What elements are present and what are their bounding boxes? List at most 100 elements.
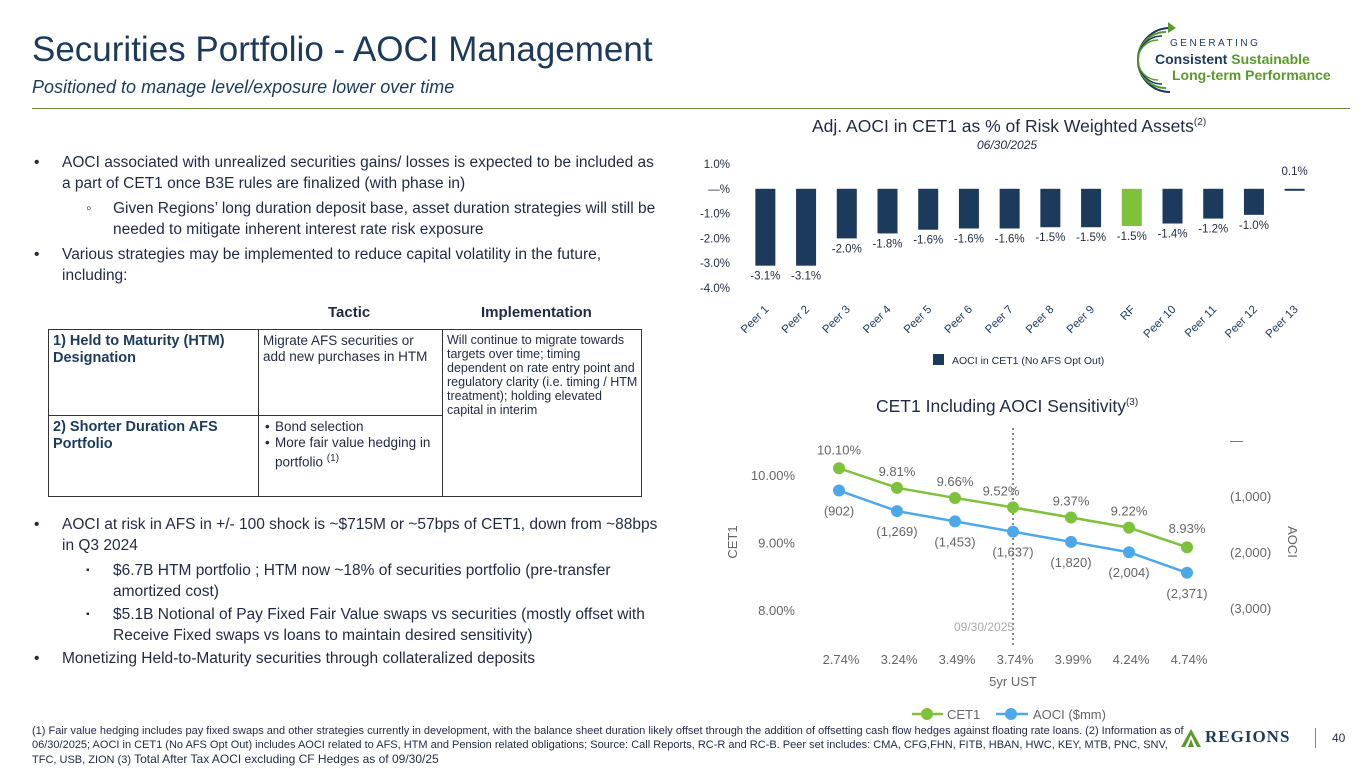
footer-divider [1315, 728, 1316, 748]
logo-long-term: Long-term Performance [1172, 67, 1331, 83]
chart1-bar [999, 188, 1020, 229]
chart1-x-tick: Peer 5 [902, 304, 934, 336]
chart2-title-text: CET1 Including AOCI Sensitivity [876, 396, 1126, 416]
chart1-data-label: -1.2% [1198, 224, 1228, 236]
bullet-aoci-risk: AOCI at risk in AFS in +/- 100 shock is … [34, 514, 664, 556]
chart1-x-tick: Peer 4 [861, 303, 894, 336]
chart1-bar [918, 188, 939, 230]
chart2-cet1-point [1123, 521, 1135, 534]
chart1-title: Adj. AOCI in CET1 as % of Risk Weighted … [812, 116, 1206, 137]
chart1-bar [1121, 188, 1142, 226]
chart2-aoci-label: (1,820) [1050, 555, 1091, 570]
chart2-aoci-point [949, 515, 961, 528]
chart1-x-tick: Peer 1 [739, 304, 771, 336]
chart2-title: CET1 Including AOCI Sensitivity(3) [876, 396, 1138, 417]
chart2-y-tick: 10.00% [751, 468, 796, 483]
chart2-aoci-point [891, 505, 903, 518]
chart2-legend-aoci-marker [1005, 708, 1017, 720]
bullet-duration: Given Regions’ long duration deposit bas… [34, 198, 664, 240]
chart1-data-label: -1.5% [1035, 232, 1065, 244]
chart2-aoci-point [1007, 525, 1019, 538]
table-row2-impl-item1: Bond selection [263, 419, 438, 435]
header-divider [32, 108, 1350, 109]
chart2-xlabel: 5yr UST [989, 674, 1037, 689]
chart1-x-tick: Peer 6 [943, 304, 975, 336]
chart2-x-tick: 4.24% [1113, 652, 1150, 667]
chart2-y2-tick: (1,000) [1230, 489, 1271, 504]
bullet-list-bottom: AOCI at risk in AFS in +/- 100 shock is … [34, 514, 664, 673]
chart2-x-tick: 3.74% [997, 652, 1034, 667]
table-row2-tactic: 2) Shorter Duration AFS Portfolio [49, 416, 259, 497]
chart2-aoci-label: (1,269) [876, 524, 917, 539]
chart1-title-text: Adj. AOCI in CET1 as % of Risk Weighted … [812, 116, 1194, 136]
chart1-data-label: -1.6% [913, 235, 943, 247]
generating-logo: GENERATING Consistent Sustainable Long-t… [1130, 18, 1350, 98]
chart2-cet1-point [1181, 541, 1193, 554]
chart1-x-tick: Peer 9 [1065, 304, 1097, 336]
chart2-cet1-point [949, 491, 961, 504]
chart1-date: 06/30/2025 [977, 138, 1038, 152]
chart1-bar [1284, 188, 1305, 191]
table-row2-impl-item2-text: More fair value hedging in portfolio [275, 435, 431, 470]
chart1-bar [877, 188, 898, 234]
cet1-sensitivity-chart: 10.00% 9.00% 8.00% — (1,000) (2,000) (3,000) CE… [725, 428, 1300, 722]
chart2-aoci-label: (2,004) [1108, 565, 1149, 580]
chart2-aoci-point [1065, 535, 1077, 548]
chart2-y2label: AOCI [1285, 526, 1300, 558]
chart2-y-tick: 9.00% [758, 536, 795, 551]
chart1-data-label: 0.1% [1282, 166, 1308, 178]
chart2-marker-label: 09/30/2025 [954, 620, 1014, 634]
chart1-bar [1203, 188, 1224, 219]
chart2-x-tick: 3.99% [1055, 652, 1092, 667]
chart1-y-tick: -2.0% [700, 233, 730, 245]
chart2-cet1-label: 10.10% [817, 442, 862, 457]
page-subtitle: Positioned to manage level/exposure lowe… [32, 77, 455, 97]
chart2-cet1-point [1065, 511, 1077, 524]
chart2-aoci-point [833, 484, 845, 497]
chart1-y-tick: -3.0% [700, 258, 730, 270]
chart2-cet1-label: 9.66% [937, 474, 974, 489]
chart1-data-label: -1.6% [954, 233, 984, 245]
chart1-bar [1081, 188, 1102, 228]
chart1-x-tick: RF [1119, 304, 1138, 323]
logo-sustainable: Sustainable [1231, 51, 1310, 67]
chart1-y-tick: —% [708, 184, 730, 196]
chart2-aoci-label: (902) [824, 504, 854, 519]
chart1-x-tick: Peer 12 [1223, 304, 1260, 341]
table-header-tactic: Tactic [328, 304, 371, 321]
chart2-aoci-point [1181, 566, 1193, 579]
chart1-data-label: -1.0% [1239, 220, 1269, 232]
chart2-legend-aoci: AOCI ($mm) [1033, 707, 1106, 722]
chart1-y-tick: -1.0% [700, 209, 730, 221]
regions-logo-icon [1181, 729, 1201, 747]
chart2-x-tick: 3.24% [881, 652, 918, 667]
chart1-bar [1162, 188, 1183, 224]
bullet-aoci-cet1: AOCI associated with unrealized securiti… [34, 152, 664, 194]
chart1-data-label: -1.8% [872, 238, 902, 250]
chart2-y2-tick: (2,000) [1230, 545, 1271, 560]
chart1-title-sup: (2) [1193, 117, 1207, 129]
chart1-legend-label: AOCI in CET1 (No AFS Opt Out) [952, 355, 1104, 367]
chart1-x-tick: Peer 8 [1024, 304, 1056, 336]
chart2-x-tick: 4.74% [1171, 652, 1208, 667]
chart2-legend-cet1: CET1 [947, 707, 980, 722]
chart1-x-tick: Peer 2 [780, 304, 812, 336]
chart1-data-label: -3.1% [750, 271, 780, 283]
chart1-bar [1040, 188, 1061, 228]
page-title: Securities Portfolio - AOCI Management [32, 30, 653, 69]
logo-consistent: Consistent [1155, 51, 1228, 67]
bullet-monetizing: Monetizing Held-to-Maturity securities t… [34, 648, 664, 669]
aoci-bar-chart: 1.0% —% -1.0% -2.0% -3.0% -4.0% -3.1% Peer 1 -3.… [700, 159, 1308, 367]
chart1-x-tick: Peer 3 [820, 304, 852, 336]
chart1-data-label: -2.0% [832, 243, 862, 255]
chart1-bar [755, 188, 776, 266]
chart1-bar [796, 188, 817, 266]
chart2-cet1-point [833, 462, 845, 475]
bullet-htm: $6.7B HTM portfolio ; HTM now ~18% of se… [34, 560, 664, 602]
chart2-ylabel: CET1 [725, 525, 740, 558]
page-number: 40 [1332, 731, 1346, 745]
table-row2-impl-item2: More fair value hedging in portfolio (1) [263, 435, 438, 471]
chart1-data-label: -1.6% [995, 233, 1025, 245]
chart1-x-tick: Peer 7 [983, 304, 1015, 336]
chart1-x-tick: Peer 10 [1142, 304, 1179, 341]
